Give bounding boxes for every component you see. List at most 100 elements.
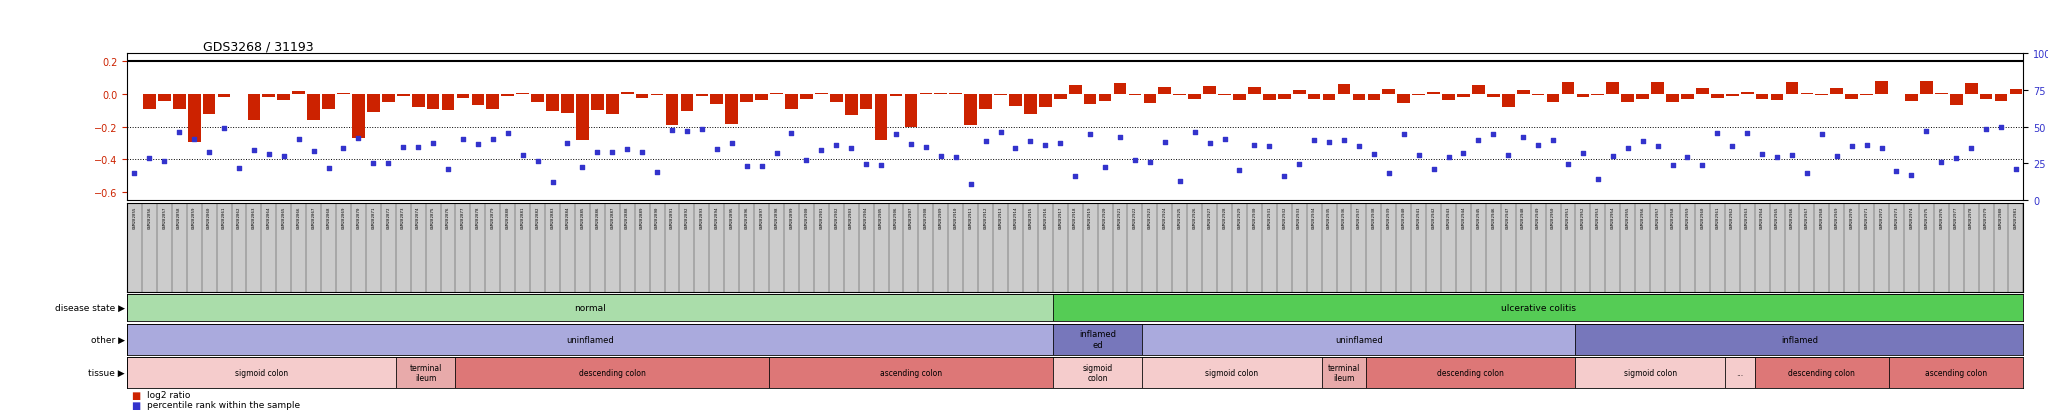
Point bbox=[774, 130, 807, 137]
Text: GSM282970: GSM282970 bbox=[1849, 206, 1853, 228]
Text: other ▶: other ▶ bbox=[90, 335, 125, 344]
Point bbox=[596, 149, 629, 156]
Text: GSM282966: GSM282966 bbox=[1790, 206, 1794, 228]
Point bbox=[565, 164, 598, 171]
Text: GSM282882: GSM282882 bbox=[537, 206, 539, 228]
Text: GSM282935: GSM282935 bbox=[1327, 206, 1331, 228]
Bar bbox=[680, 95, 694, 112]
Text: GSM282927: GSM282927 bbox=[1208, 206, 1212, 228]
Point bbox=[924, 153, 956, 159]
Text: GSM282928: GSM282928 bbox=[1223, 206, 1227, 228]
Text: tissue ▶: tissue ▶ bbox=[88, 368, 125, 377]
Text: GSM282964: GSM282964 bbox=[1759, 206, 1763, 228]
Text: GSM282910: GSM282910 bbox=[954, 206, 958, 228]
Point bbox=[715, 141, 748, 147]
Point bbox=[551, 140, 584, 147]
Point bbox=[1790, 170, 1823, 177]
Text: GSM282889: GSM282889 bbox=[641, 206, 645, 228]
Point bbox=[1970, 126, 2003, 133]
Point bbox=[207, 125, 240, 132]
Text: GSM282890: GSM282890 bbox=[655, 206, 659, 228]
Bar bbox=[217, 95, 229, 98]
Bar bbox=[561, 95, 573, 113]
Point bbox=[1821, 153, 1853, 160]
Text: GSM282955: GSM282955 bbox=[1626, 206, 1630, 228]
Bar bbox=[1382, 90, 1395, 95]
Text: GSM282888: GSM282888 bbox=[625, 206, 629, 228]
Bar bbox=[1010, 95, 1022, 107]
Point bbox=[506, 152, 539, 159]
Text: GSM282908: GSM282908 bbox=[924, 206, 928, 228]
Bar bbox=[725, 95, 737, 124]
Text: GSM282952: GSM282952 bbox=[1581, 206, 1585, 228]
Point bbox=[1776, 152, 1808, 159]
Point bbox=[1595, 153, 1628, 159]
Text: descending colon: descending colon bbox=[1438, 368, 1505, 377]
Point bbox=[1417, 166, 1450, 173]
Text: descending colon: descending colon bbox=[580, 368, 645, 377]
Point bbox=[1059, 173, 1092, 180]
Point bbox=[864, 163, 897, 169]
Text: uninflamed: uninflamed bbox=[1335, 335, 1382, 344]
Point bbox=[537, 179, 569, 186]
Text: GSM282959: GSM282959 bbox=[1686, 206, 1690, 228]
Bar bbox=[1069, 86, 1081, 95]
Point bbox=[252, 151, 285, 157]
Bar bbox=[1427, 93, 1440, 95]
Point bbox=[686, 126, 719, 133]
Point bbox=[283, 136, 315, 142]
Bar bbox=[575, 95, 588, 140]
Bar bbox=[1366, 357, 1575, 388]
Point bbox=[641, 170, 674, 176]
Point bbox=[1536, 138, 1569, 144]
Text: GSM282930: GSM282930 bbox=[1253, 206, 1255, 228]
Bar bbox=[143, 95, 156, 110]
Bar bbox=[965, 95, 977, 126]
Point bbox=[1552, 161, 1585, 168]
Bar bbox=[127, 294, 1053, 321]
Text: ascending colon: ascending colon bbox=[881, 368, 942, 377]
Point bbox=[1686, 162, 1718, 169]
Text: GSM282872: GSM282872 bbox=[387, 206, 391, 228]
Text: GSM282949: GSM282949 bbox=[1536, 206, 1540, 228]
Text: ...: ... bbox=[1737, 368, 1743, 377]
Text: terminal
ileum: terminal ileum bbox=[1327, 363, 1360, 382]
Bar bbox=[1456, 95, 1470, 97]
Text: GSM282947: GSM282947 bbox=[1505, 206, 1509, 228]
Text: GSM282874: GSM282874 bbox=[416, 206, 420, 228]
Bar bbox=[1143, 95, 1157, 104]
Text: descending colon: descending colon bbox=[1788, 368, 1855, 377]
Bar bbox=[1292, 91, 1305, 95]
Point bbox=[1835, 144, 1868, 150]
Point bbox=[1268, 173, 1300, 180]
Text: GSM282871: GSM282871 bbox=[371, 206, 375, 228]
Point bbox=[1044, 140, 1077, 147]
Text: GSM282929: GSM282929 bbox=[1237, 206, 1241, 228]
Bar bbox=[1204, 87, 1217, 95]
Text: GSM282867: GSM282867 bbox=[311, 206, 315, 228]
Bar bbox=[1606, 82, 1620, 95]
Text: GDS3268 / 31193: GDS3268 / 31193 bbox=[203, 40, 313, 53]
Text: GSM282897: GSM282897 bbox=[760, 206, 764, 228]
Point bbox=[1671, 154, 1704, 161]
Point bbox=[610, 146, 643, 153]
Text: GSM282917: GSM282917 bbox=[1059, 206, 1063, 228]
Point bbox=[1118, 157, 1151, 164]
Text: GSM282886: GSM282886 bbox=[596, 206, 600, 228]
Bar bbox=[455, 357, 770, 388]
Text: GSM282979: GSM282979 bbox=[1985, 206, 1989, 228]
Bar bbox=[516, 93, 528, 95]
Bar bbox=[696, 95, 709, 96]
Text: GSM282912: GSM282912 bbox=[983, 206, 987, 228]
Text: GSM282919: GSM282919 bbox=[1087, 206, 1092, 228]
Point bbox=[1014, 139, 1047, 145]
Text: GSM282920: GSM282920 bbox=[1104, 206, 1108, 228]
Text: GSM282921: GSM282921 bbox=[1118, 206, 1122, 228]
Bar bbox=[1038, 95, 1053, 108]
Point bbox=[1925, 159, 1958, 166]
Point bbox=[492, 131, 524, 137]
Text: GSM282937: GSM282937 bbox=[1358, 206, 1362, 228]
Bar bbox=[1321, 357, 1366, 388]
Point bbox=[1731, 131, 1763, 137]
Bar bbox=[920, 94, 932, 95]
